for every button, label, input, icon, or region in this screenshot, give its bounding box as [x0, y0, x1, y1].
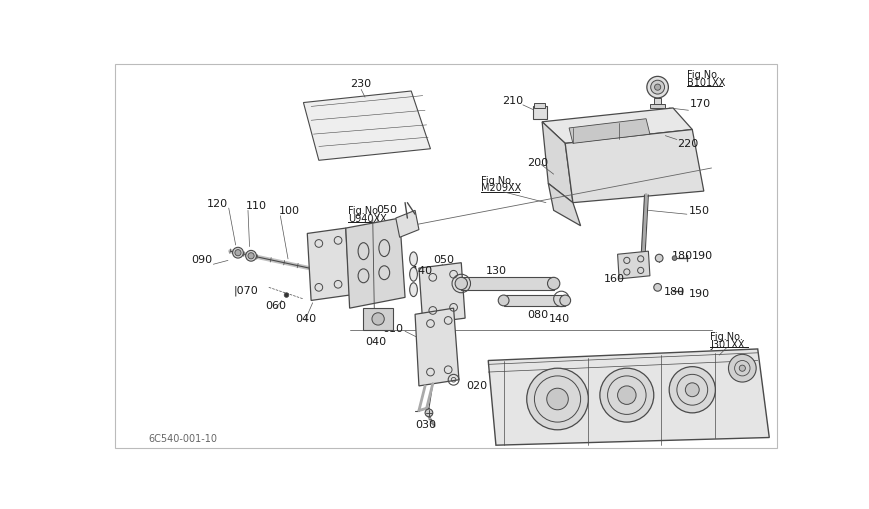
- Text: 230: 230: [350, 79, 371, 89]
- Text: 180: 180: [671, 250, 692, 261]
- Text: 040: 040: [365, 336, 386, 347]
- Polygon shape: [345, 219, 405, 308]
- Circle shape: [668, 367, 714, 413]
- Text: 050: 050: [375, 205, 396, 214]
- Text: 170: 170: [689, 98, 710, 108]
- Text: 6C540-001-10: 6C540-001-10: [148, 433, 216, 443]
- Bar: [649, 105, 665, 109]
- Text: 200: 200: [526, 157, 547, 167]
- Text: 190: 190: [692, 250, 713, 261]
- Text: 060: 060: [265, 300, 286, 310]
- Circle shape: [653, 85, 660, 91]
- Polygon shape: [488, 349, 768, 445]
- Circle shape: [372, 313, 384, 325]
- Circle shape: [454, 278, 467, 290]
- Text: 050: 050: [432, 254, 454, 264]
- Text: |070: |070: [234, 285, 258, 295]
- Text: Fig.No.: Fig.No.: [480, 175, 513, 185]
- Text: M209XX: M209XX: [480, 183, 521, 193]
- Text: 130: 130: [485, 265, 506, 275]
- Text: 150: 150: [687, 206, 708, 216]
- Text: 100: 100: [278, 206, 300, 216]
- Ellipse shape: [409, 283, 417, 297]
- Text: Fig.No.: Fig.No.: [348, 206, 381, 216]
- Text: 110: 110: [245, 201, 267, 211]
- Polygon shape: [568, 120, 649, 144]
- Circle shape: [248, 253, 254, 260]
- Bar: [533, 107, 546, 120]
- Text: B101XX: B101XX: [687, 77, 725, 88]
- Bar: [461, 278, 553, 290]
- Circle shape: [547, 278, 559, 290]
- Text: 140: 140: [547, 314, 569, 324]
- Polygon shape: [395, 211, 419, 238]
- Text: 020: 020: [466, 380, 488, 390]
- Circle shape: [559, 295, 570, 306]
- Text: 030: 030: [415, 419, 435, 430]
- Text: 120: 120: [207, 199, 228, 208]
- Circle shape: [526, 369, 587, 430]
- Circle shape: [727, 355, 755, 382]
- Polygon shape: [303, 92, 430, 161]
- Bar: [653, 99, 660, 105]
- Circle shape: [498, 295, 508, 306]
- Circle shape: [232, 248, 243, 259]
- Circle shape: [672, 256, 676, 261]
- Circle shape: [546, 388, 567, 410]
- Text: Fig.No.: Fig.No.: [709, 331, 742, 341]
- Text: 160: 160: [603, 273, 624, 284]
- Text: J301XX: J301XX: [709, 339, 744, 349]
- Text: 050: 050: [419, 275, 440, 285]
- Ellipse shape: [409, 252, 417, 266]
- Polygon shape: [617, 251, 649, 279]
- Text: 010: 010: [382, 324, 403, 333]
- Circle shape: [600, 369, 653, 422]
- Bar: [503, 295, 565, 306]
- Polygon shape: [307, 229, 349, 301]
- Bar: [363, 308, 392, 330]
- Polygon shape: [547, 184, 580, 227]
- Text: 090: 090: [191, 254, 212, 264]
- Circle shape: [284, 293, 289, 298]
- Polygon shape: [565, 130, 703, 203]
- Text: 180: 180: [663, 287, 684, 297]
- Circle shape: [617, 386, 635, 405]
- Polygon shape: [419, 263, 465, 324]
- Circle shape: [235, 250, 241, 256]
- Circle shape: [650, 81, 664, 95]
- Circle shape: [245, 251, 256, 262]
- Text: U940XX: U940XX: [348, 214, 387, 223]
- Text: 190: 190: [687, 288, 709, 298]
- Text: 140: 140: [411, 265, 432, 275]
- Circle shape: [653, 284, 660, 292]
- Ellipse shape: [409, 268, 417, 281]
- Text: Fig.No.: Fig.No.: [687, 70, 719, 80]
- Text: 210: 210: [501, 96, 522, 106]
- Text: 080: 080: [527, 309, 548, 320]
- Text: 220: 220: [676, 139, 697, 149]
- Circle shape: [654, 254, 662, 263]
- Polygon shape: [541, 123, 573, 203]
- Bar: [534, 104, 545, 109]
- Circle shape: [685, 383, 699, 397]
- Polygon shape: [415, 308, 459, 386]
- Circle shape: [739, 365, 745, 372]
- Text: 140: 140: [434, 265, 456, 275]
- Circle shape: [647, 77, 667, 99]
- Circle shape: [425, 409, 432, 417]
- Polygon shape: [541, 109, 692, 144]
- Text: 040: 040: [295, 314, 316, 324]
